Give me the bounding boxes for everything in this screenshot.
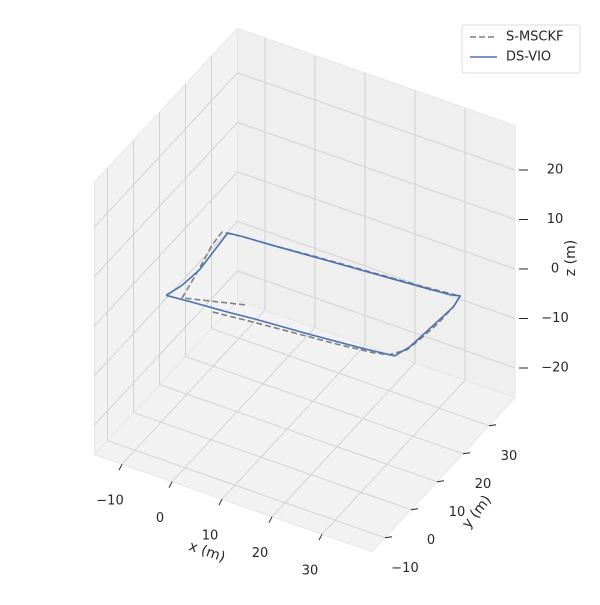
x-tick-label: −10: [96, 494, 123, 509]
panes: [93, 27, 516, 553]
tick-mark: [118, 463, 123, 471]
ticks: −10 0 10 20 30 −10 0 10 20 30 −20 −10 0 10 20: [96, 163, 568, 579]
grid-line: [237, 72, 516, 171]
back-pane: [237, 27, 516, 399]
z-tick-label: 20: [547, 163, 564, 178]
grid: [94, 37, 516, 539]
tick-mark: [268, 516, 273, 523]
y-tick-label: 0: [427, 533, 435, 548]
y-tick-label: 30: [501, 449, 518, 464]
grid-line: [94, 72, 238, 228]
z-tick-label: 0: [551, 262, 559, 277]
grid-line: [237, 171, 516, 270]
grid-line: [133, 412, 412, 511]
grid-line: [237, 270, 516, 369]
grid-line: [159, 384, 438, 483]
tick-mark: [410, 508, 419, 511]
x-tick-label: 0: [156, 511, 164, 526]
y-tick-label: 20: [475, 477, 492, 492]
legend-label: S-MSCKF: [506, 30, 564, 45]
grid-line: [271, 362, 416, 518]
grid-line: [237, 220, 516, 319]
tick-mark: [488, 424, 497, 427]
z-tick-label: 10: [547, 212, 564, 227]
tick-mark: [218, 498, 223, 506]
z-tick-label: −10: [541, 311, 568, 326]
legend: S-MSCKF DS-VIO: [461, 24, 581, 74]
grid-line: [321, 379, 466, 535]
tick-mark: [384, 536, 393, 539]
grid-line: [171, 327, 316, 483]
lines: [165, 231, 462, 357]
y-tick-label: 10: [449, 505, 466, 520]
tick-mark: [436, 480, 445, 483]
grid-line: [211, 328, 490, 427]
x-tick-label: 10: [202, 529, 219, 544]
x-tick-label: 30: [302, 564, 319, 579]
tick-mark: [318, 533, 323, 541]
grid-line: [94, 221, 238, 376]
series-line: [165, 232, 462, 357]
grid-line: [237, 121, 516, 220]
z-tick-label: −20: [541, 361, 568, 376]
grid-line: [107, 440, 386, 539]
series-line: [181, 231, 461, 356]
grid-line: [94, 270, 238, 426]
grid-line: [185, 356, 464, 455]
z-axis-label: z (m): [563, 240, 579, 276]
grid-line: [94, 122, 238, 277]
grid-line: [221, 344, 366, 500]
grid-line: [121, 309, 266, 465]
grid-line: [94, 171, 238, 327]
legend-label: DS-VIO: [506, 50, 551, 65]
x-tick-label: 20: [252, 546, 269, 561]
tick-mark: [168, 481, 173, 488]
tick-mark: [462, 452, 471, 455]
y-tick-label: −10: [391, 561, 418, 576]
